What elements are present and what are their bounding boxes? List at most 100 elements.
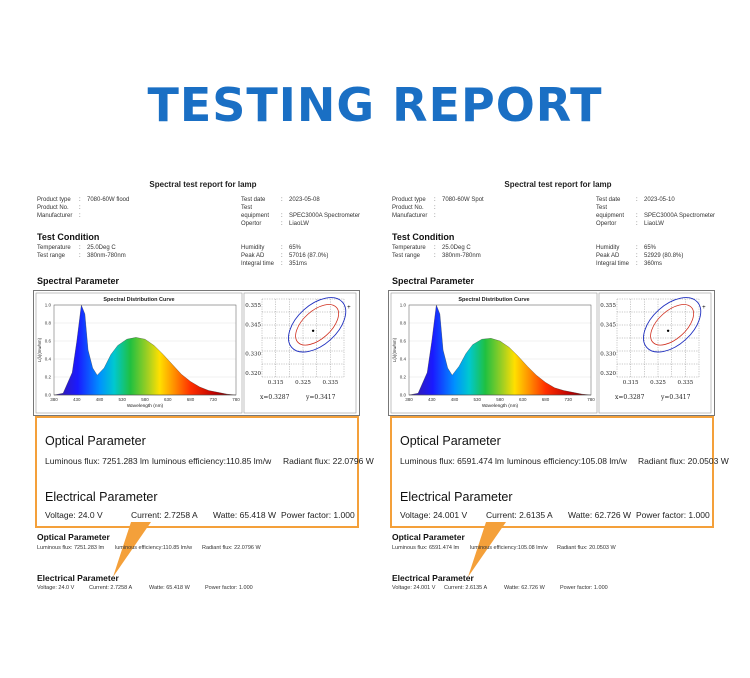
x-axis-label: Wavelength (nm)	[482, 403, 519, 409]
product-info: Product type:7080-60W Spot Product No.: …	[392, 197, 484, 219]
report-sheet-left: Spectral test report for lamp Product ty…	[33, 170, 374, 650]
report-title: Spectral test report for lamp	[504, 180, 612, 189]
watte: Watte: 62.726 W	[568, 510, 631, 520]
y-tick-label: 0.0	[45, 393, 52, 398]
x-tick-label: 480	[451, 397, 459, 402]
parameter-callout: Optical Parameter Luminous flux: 7251.28…	[35, 416, 374, 528]
cie-y-tick: 0.355	[245, 303, 261, 309]
voltage: Voltage: 24.001 V	[400, 510, 468, 520]
electrical-heading-small: Electrical Parameter	[392, 573, 474, 583]
cie-y-tick: 0.330	[245, 352, 261, 358]
optical-heading-small: Optical Parameter	[392, 532, 465, 542]
plot-border	[53, 304, 237, 396]
x-tick-label: 780	[232, 397, 240, 402]
y-axis-label: L(λ)(mw/nm)	[37, 337, 42, 362]
spectral-heading: Spectral Parameter	[392, 276, 475, 286]
x-tick-label: 730	[209, 397, 217, 402]
x-axis-label: Wavelength (nm)	[127, 403, 164, 409]
luminous-efficiency: luminous efficiency:110.85 lm/w	[152, 456, 272, 466]
x-tick-label: 530	[118, 397, 126, 402]
y-tick-label: 0.8	[45, 321, 52, 326]
y-tick-label: 0.2	[45, 375, 52, 380]
watte: Watte: 65.418 W	[213, 510, 276, 520]
test-condition-heading: Test Condition	[392, 232, 455, 242]
spectral-heading: Spectral Parameter	[37, 276, 120, 286]
callout-pointer	[113, 522, 151, 577]
cie-x-tick: 0.335	[322, 380, 338, 386]
cie-x-tick: 0.315	[623, 380, 639, 386]
y-tick-label: 0.8	[400, 321, 407, 326]
report-title: Spectral test report for lamp	[149, 180, 257, 189]
condition-right: Humidity:65% Peak AD:52929 (80.8%) Integ…	[596, 245, 684, 267]
electrical-heading: Electrical Parameter	[45, 490, 158, 504]
cie-y-tick: 0.320	[245, 371, 261, 377]
luminous-efficiency: luminous efficiency:105.08 lm/w	[507, 456, 627, 466]
spectral-chart: Spectral Distribution Curve 0.0 0.2 0.4 0.6 0…	[35, 292, 357, 414]
y-tick-label: 0.4	[45, 357, 52, 362]
spectral-chart: Spectral Distribution Curve 0.0 0.2 0.4 0.6 0…	[390, 292, 712, 414]
x-tick-label: 630	[164, 397, 172, 402]
luminous-flux: Luminous flux: 6591.474 lm	[400, 456, 504, 466]
x-tick-label: 430	[73, 397, 81, 402]
spectral-chart-frame: Spectral Distribution Curve 0.0 0.2 0.4 0.6 0…	[33, 290, 360, 416]
spectrum-area	[408, 304, 592, 396]
x-tick-label: 380	[50, 397, 58, 402]
y-tick-label: 0.2	[400, 375, 407, 380]
x-tick-label: 780	[587, 397, 595, 402]
cie-y-tick: 0.345	[600, 322, 616, 328]
page-title: TESTING REPORT	[147, 78, 603, 132]
macadam-ellipse-inner	[295, 304, 339, 346]
spectral-chart-frame: Spectral Distribution Curve 0.0 0.2 0.4 0.6 0…	[388, 290, 715, 416]
test-info: Test date:2023-05-08 Test equipment: SPEC…	[241, 197, 361, 227]
x-tick-label: 430	[428, 397, 436, 402]
power-factor: Power factor: 1.000	[636, 510, 710, 520]
optical-heading-small: Optical Parameter	[37, 532, 110, 542]
cie-y-tick: 0.355	[600, 303, 616, 309]
cie-y-tick: 0.320	[600, 371, 616, 377]
y-tick-label: 0.4	[400, 357, 407, 362]
optical-heading: Optical Parameter	[45, 434, 146, 448]
cie-y-tick: 0.330	[600, 352, 616, 358]
macadam-ellipse-inner	[650, 304, 694, 346]
cie-point	[666, 329, 670, 332]
y-axis-label: L(λ)(mw/nm)	[392, 337, 397, 362]
x-tick-label: 680	[187, 397, 195, 402]
chart-title: Spectral Distribution Curve	[103, 297, 174, 303]
report-sheet-right: Spectral test report for lamp Product ty…	[388, 170, 729, 650]
current: Current: 2.6135 A	[486, 510, 553, 520]
test-condition-heading: Test Condition	[37, 232, 100, 242]
x-tick-label: 530	[473, 397, 481, 402]
y-tick-label: 0.0	[400, 393, 407, 398]
radiant-flux: Radiant flux: 22.0796 W	[283, 456, 374, 466]
cie-x-tick: 0.335	[677, 380, 693, 386]
x-tick-label: 480	[96, 397, 104, 402]
power-factor: Power factor: 1.000	[281, 510, 355, 520]
cie-point	[311, 329, 315, 332]
test-info: Test date:2023-05-10 Test equipment: SPEC…	[596, 197, 716, 227]
plot-border	[408, 304, 592, 396]
cie-x-value: x=0.3287	[260, 394, 290, 401]
cie-y-tick: 0.345	[245, 322, 261, 328]
current: Current: 2.7258 A	[131, 510, 198, 520]
condition-left: Temperature:25.0Deg C Test range:380nm-7…	[37, 245, 126, 259]
spectrum-area	[53, 304, 237, 396]
radiant-flux: Radiant flux: 20.0503 W	[638, 456, 729, 466]
macadam-ellipse-outer	[643, 297, 702, 353]
cie-x-tick: 0.315	[268, 380, 284, 386]
y-tick-label: 0.6	[45, 339, 52, 344]
cie-x-tick: 0.325	[295, 380, 311, 386]
x-tick-label: 580	[141, 397, 149, 402]
parameter-callout: Optical Parameter Luminous flux: 6591.47…	[390, 416, 729, 528]
cie-x-value: x=0.3287	[615, 394, 645, 401]
luminous-flux: Luminous flux: 7251.283 lm	[45, 456, 149, 466]
y-tick-label: 1.0	[400, 303, 407, 308]
voltage: Voltage: 24.0 V	[45, 510, 103, 520]
x-tick-label: 730	[564, 397, 572, 402]
callout-pointer	[468, 522, 506, 577]
center-marker: +	[702, 305, 706, 311]
condition-right: Humidity:65% Peak AD:57016 (87.0%) Integ…	[241, 245, 329, 267]
optical-heading: Optical Parameter	[400, 434, 501, 448]
electrical-heading-small: Electrical Parameter	[37, 573, 119, 583]
x-tick-label: 630	[519, 397, 527, 402]
center-marker: +	[347, 305, 351, 311]
